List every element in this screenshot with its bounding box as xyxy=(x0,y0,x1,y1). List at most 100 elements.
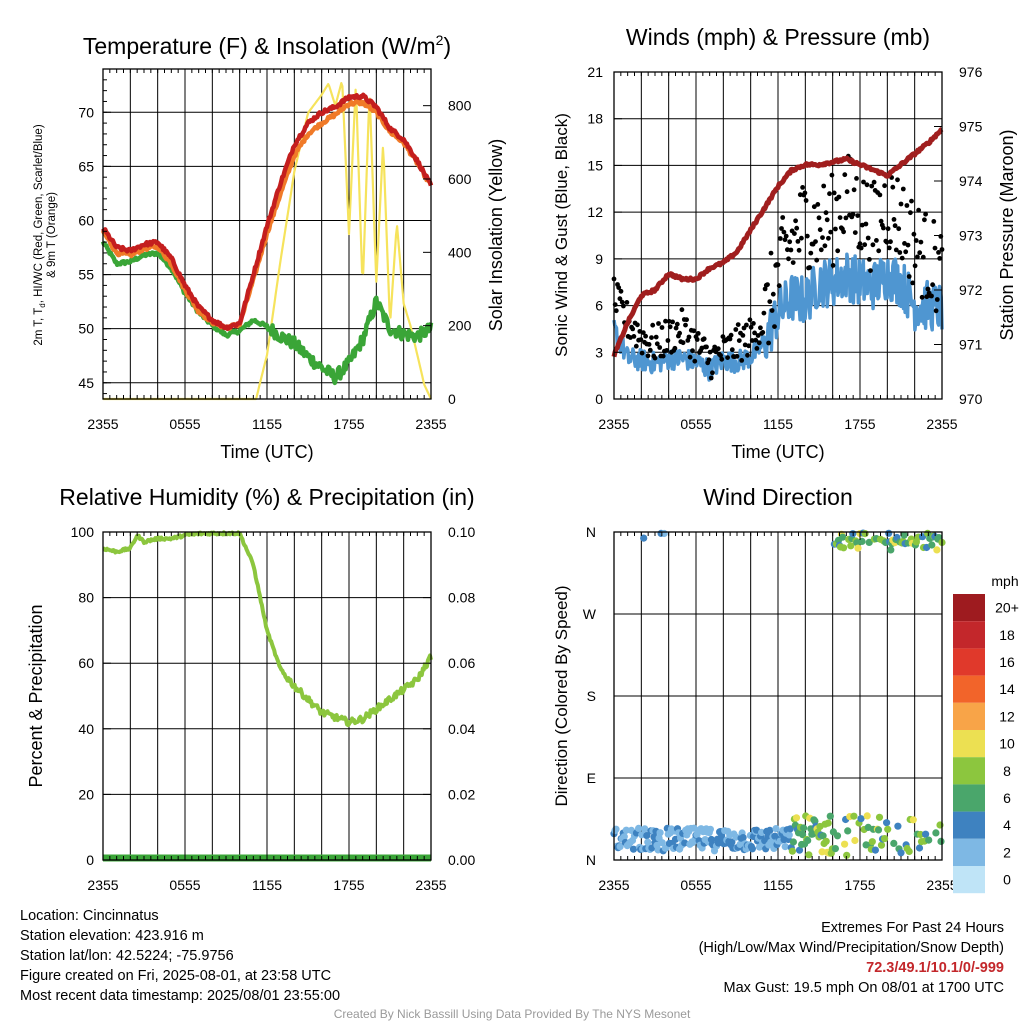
winds-series xyxy=(611,126,945,382)
x-tick-label: 1155 xyxy=(763,416,793,432)
legend-swatch xyxy=(953,648,985,676)
gust-point xyxy=(787,239,793,245)
y2-tick-label: 0 xyxy=(448,391,456,407)
gust-point xyxy=(618,288,624,294)
y2-tick-label: 971 xyxy=(959,337,983,353)
humidity-axes: 0 20 40 60 80 100 0.00 0.02 0.04 0.06 0.08 0.10 2355… xyxy=(71,524,476,893)
gust-point xyxy=(777,236,783,241)
gust-point xyxy=(906,274,912,279)
gust-point xyxy=(792,231,797,237)
legend-label: 4 xyxy=(1003,817,1011,833)
x-tick-label: 2355 xyxy=(415,416,446,432)
gust-point xyxy=(686,334,692,340)
direction-point xyxy=(844,827,852,835)
gust-point xyxy=(690,348,695,354)
direction-point xyxy=(781,843,789,851)
gust-point xyxy=(911,231,917,237)
gust-point xyxy=(768,250,774,256)
gust-point xyxy=(736,338,742,343)
series-gust xyxy=(611,153,945,381)
gust-point xyxy=(760,330,766,335)
gust-point xyxy=(857,241,863,247)
direction-point xyxy=(847,542,855,550)
gust-point xyxy=(653,334,659,340)
gust-point xyxy=(645,353,651,359)
humidity-panel: Relative Humidity (%) & Precipitation (i… xyxy=(26,484,475,893)
direction-point xyxy=(620,833,628,841)
gust-point xyxy=(758,325,763,331)
gust-point xyxy=(919,294,925,300)
gust-point xyxy=(749,338,755,343)
gust-point xyxy=(617,296,623,302)
gust-point xyxy=(656,321,661,326)
gust-point xyxy=(878,218,884,224)
y-tick-label: S xyxy=(587,688,596,704)
gust-point xyxy=(822,243,828,249)
gust-point xyxy=(823,210,829,216)
gust-point xyxy=(813,239,818,245)
gust-point xyxy=(920,254,926,260)
y-tick-label: 0 xyxy=(595,391,603,407)
gust-point xyxy=(923,211,928,217)
y2-tick-label: 972 xyxy=(959,282,983,298)
credit-line: Created By Nick Bassill Using Data Provi… xyxy=(333,1007,691,1021)
gust-point xyxy=(781,229,787,235)
direction-point xyxy=(799,831,807,839)
legend-swatch xyxy=(953,702,985,730)
direction-point xyxy=(826,812,834,820)
direction-point xyxy=(822,837,830,845)
gust-point xyxy=(895,177,900,183)
direction-point xyxy=(622,826,630,834)
gust-point xyxy=(864,182,870,188)
direction-point xyxy=(922,830,930,838)
gust-point xyxy=(638,337,644,342)
gust-point xyxy=(754,346,760,351)
gust-point xyxy=(874,238,879,243)
legend-label: 16 xyxy=(999,654,1015,670)
y-tick-label: N xyxy=(586,852,596,868)
x-tick-label: 2355 xyxy=(926,877,957,893)
direction-point xyxy=(786,825,794,833)
gust-point xyxy=(915,254,920,260)
gust-point xyxy=(664,348,670,353)
direction-point xyxy=(795,846,804,854)
gust-point xyxy=(775,262,781,268)
temperature-axes: 45 50 55 60 65 70 0 200 400 600 800 2355 0555 1155 175… xyxy=(78,68,472,432)
station-elevation: Station elevation: 423.916 m xyxy=(20,928,204,944)
direction-point xyxy=(616,843,624,851)
gust-point xyxy=(851,187,857,193)
direction-point xyxy=(841,840,849,848)
gust-point xyxy=(660,353,666,359)
gust-point xyxy=(827,191,832,197)
direction-point xyxy=(629,845,638,853)
gust-point xyxy=(635,322,640,328)
y2-tick-label: 973 xyxy=(959,228,983,244)
gust-point xyxy=(861,179,866,185)
gust-point xyxy=(904,203,910,208)
gust-point xyxy=(862,242,868,248)
direction-points xyxy=(610,529,946,859)
insolation-ylabel: Solar Insolation (Yellow) xyxy=(486,139,506,331)
y-tick-label: 15 xyxy=(587,157,603,173)
y-tick-label: 3 xyxy=(595,344,603,360)
gust-point xyxy=(871,179,877,185)
gust-point xyxy=(817,227,823,233)
gust-point xyxy=(859,222,865,228)
gust-point xyxy=(918,239,924,245)
gust-point xyxy=(649,335,654,340)
gust-point xyxy=(797,192,803,198)
gust-point xyxy=(903,249,909,255)
gust-point xyxy=(748,324,754,330)
recent-timestamp: Most recent data timestamp: 2025/08/01 2… xyxy=(20,988,341,1004)
gust-point xyxy=(765,282,770,287)
y2-tick-label: 0.04 xyxy=(448,721,475,737)
direction-point xyxy=(805,851,813,859)
legend-swatch xyxy=(953,594,985,622)
winds-panel: Winds (mph) & Pressure (mb) 0 3 6 9 12 15 18 21… xyxy=(552,24,1017,462)
direction-point xyxy=(831,845,840,853)
direction-point xyxy=(850,812,858,820)
gust-point xyxy=(734,353,740,359)
gust-point xyxy=(679,307,685,313)
gust-point xyxy=(755,333,761,338)
legend-label: 14 xyxy=(999,681,1015,697)
